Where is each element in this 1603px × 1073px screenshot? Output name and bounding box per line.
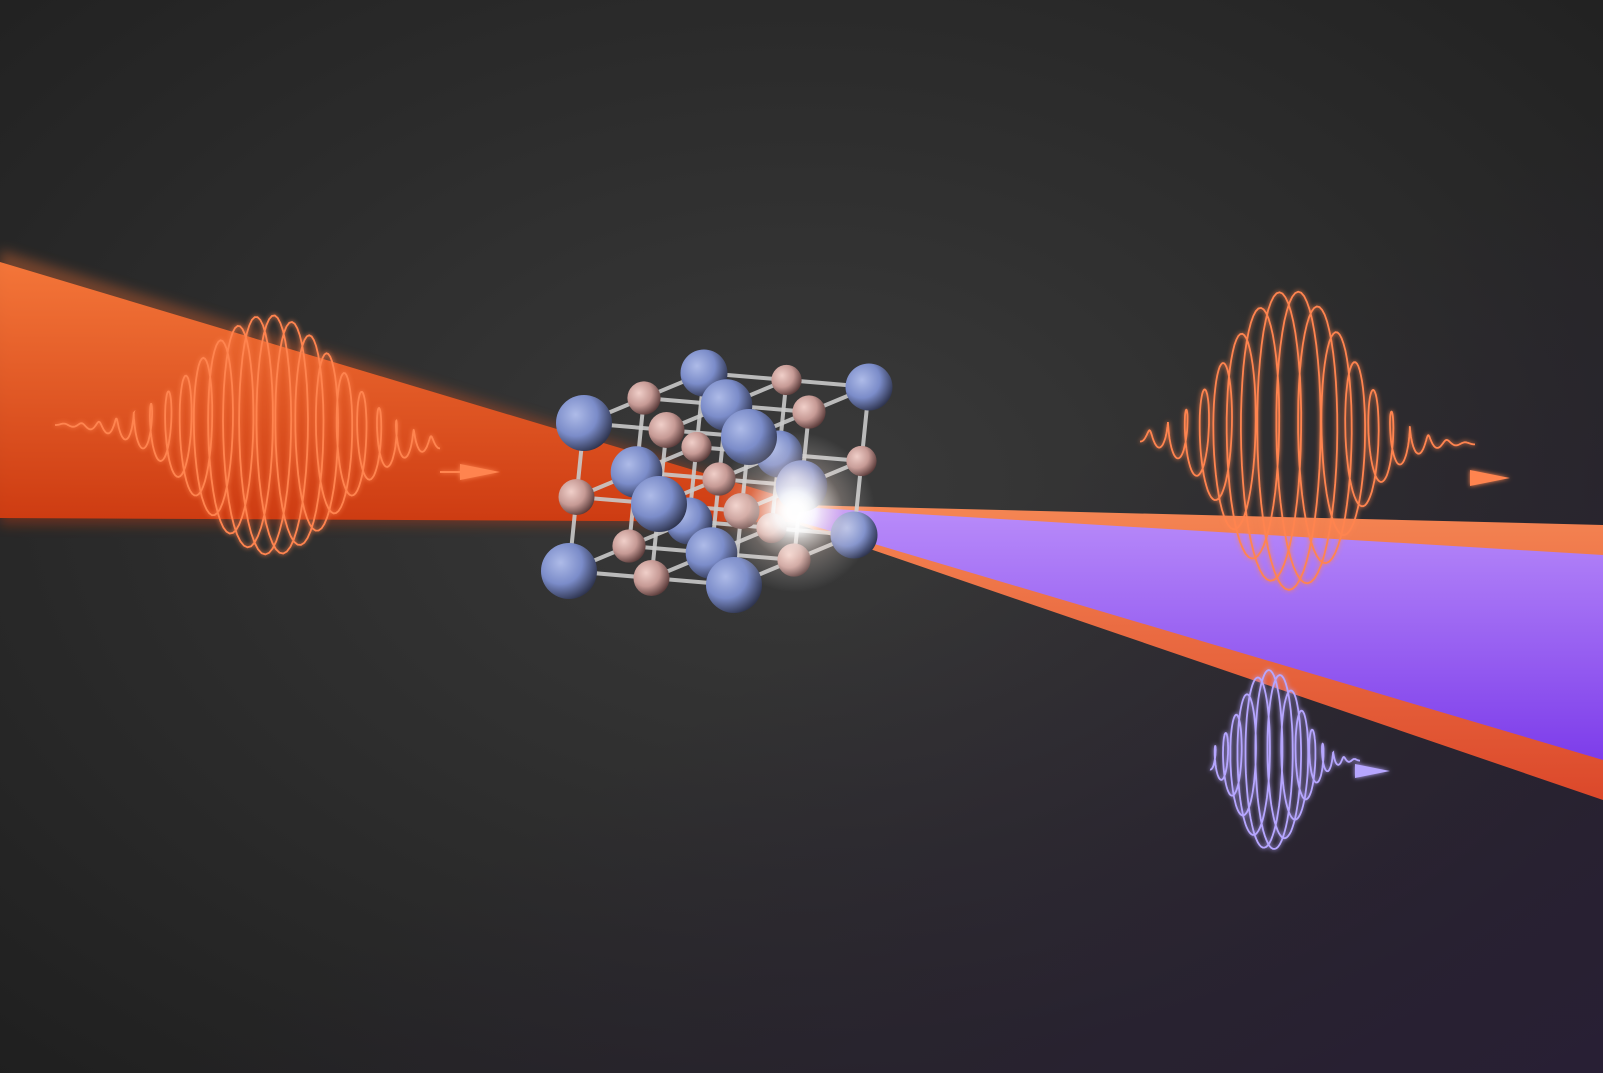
large-atom xyxy=(556,395,612,451)
small-atom xyxy=(771,364,802,396)
focus-glow-core xyxy=(777,494,813,530)
small-atom xyxy=(558,479,595,515)
output-fundamental-wave-arrowhead xyxy=(1470,470,1510,486)
incident-wave-packet xyxy=(55,314,500,556)
small-atom xyxy=(681,431,712,463)
large-atom xyxy=(631,476,687,532)
large-atom xyxy=(541,543,597,599)
wave-packets xyxy=(55,290,1510,850)
output-fundamental-wave-packet xyxy=(1140,290,1510,591)
small-atom xyxy=(648,412,685,448)
small-atom xyxy=(633,560,670,596)
small-atom xyxy=(627,381,661,415)
output-harmonic-wave-packet xyxy=(1209,669,1390,850)
incident-beam xyxy=(0,262,800,522)
output-harmonic-wave-arrowhead xyxy=(1355,764,1390,778)
small-atom xyxy=(612,529,646,563)
incident-wave-arrowhead xyxy=(460,464,500,480)
beams xyxy=(0,250,1603,800)
harmonic-beam xyxy=(800,507,1603,760)
large-atom xyxy=(845,363,893,411)
small-atom xyxy=(792,395,826,429)
